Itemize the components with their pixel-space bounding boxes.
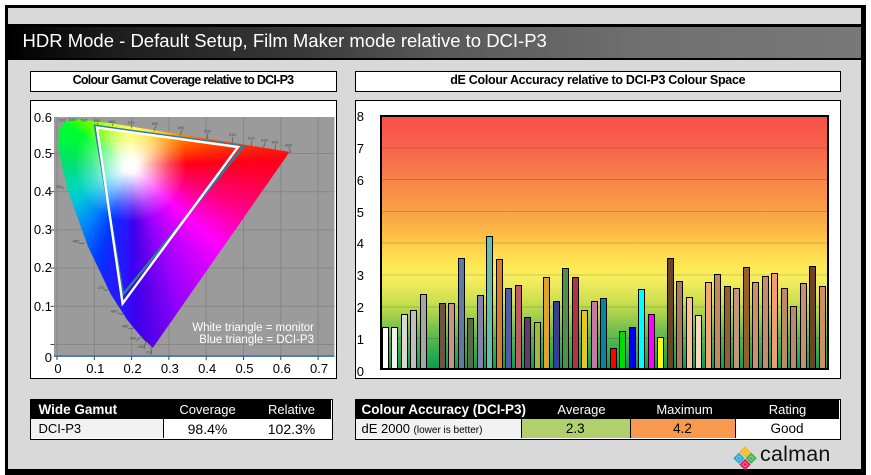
svg-text:620: 620 <box>248 135 255 140</box>
svg-text:680: 680 <box>285 142 292 147</box>
svg-text:470: 470 <box>98 285 105 290</box>
svg-text:640: 640 <box>272 139 279 144</box>
svg-text:520: 520 <box>59 117 66 122</box>
svg-text:600: 600 <box>204 128 211 133</box>
svg-text:630: 630 <box>261 137 268 142</box>
svg-text:540: 540 <box>81 117 88 122</box>
svg-text:530: 530 <box>69 117 76 122</box>
svg-text:410: 410 <box>146 349 153 354</box>
svg-text:460: 460 <box>111 308 118 313</box>
svg-text:430: 430 <box>138 344 145 349</box>
svg-text:590: 590 <box>178 125 185 130</box>
svg-text:570: 570 <box>128 120 135 125</box>
svg-text:480: 480 <box>73 238 80 243</box>
svg-text:450: 450 <box>122 323 129 328</box>
svg-text:550: 550 <box>94 118 101 123</box>
svg-text:580: 580 <box>152 121 159 126</box>
svg-text:560: 560 <box>109 118 116 123</box>
svg-text:440: 440 <box>130 335 137 340</box>
svg-text:610: 610 <box>229 132 236 137</box>
svg-text:490: 490 <box>56 184 63 189</box>
